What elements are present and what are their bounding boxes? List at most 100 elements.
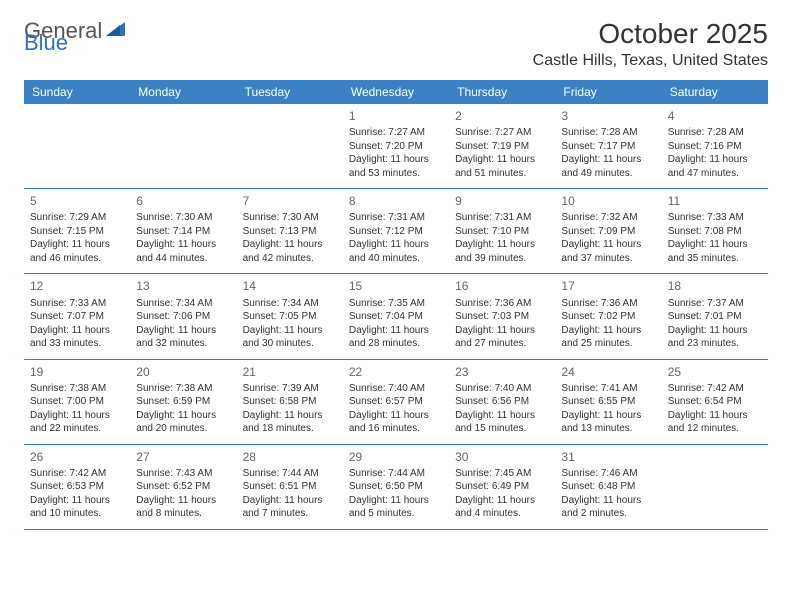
sunrise-text: Sunrise: 7:31 AM bbox=[455, 211, 549, 225]
sunrise-text: Sunrise: 7:27 AM bbox=[455, 126, 549, 140]
day-cell: 13Sunrise: 7:34 AMSunset: 7:06 PMDayligh… bbox=[130, 274, 236, 358]
day-cell: 1Sunrise: 7:27 AMSunset: 7:20 PMDaylight… bbox=[343, 104, 449, 188]
day-number: 28 bbox=[243, 449, 337, 465]
sunset-text: Sunset: 7:12 PM bbox=[349, 225, 443, 239]
day-number: 14 bbox=[243, 278, 337, 294]
daylight-text: Daylight: 11 hours and 39 minutes. bbox=[455, 238, 549, 265]
sunrise-text: Sunrise: 7:40 AM bbox=[349, 382, 443, 396]
daylight-text: Daylight: 11 hours and 33 minutes. bbox=[30, 324, 124, 351]
sunset-text: Sunset: 6:55 PM bbox=[561, 395, 655, 409]
day-number: 25 bbox=[668, 364, 762, 380]
day-number: 6 bbox=[136, 193, 230, 209]
sunset-text: Sunset: 7:02 PM bbox=[561, 310, 655, 324]
day-header-sunday: Sunday bbox=[24, 80, 130, 104]
day-number: 21 bbox=[243, 364, 337, 380]
day-cell: 27Sunrise: 7:43 AMSunset: 6:52 PMDayligh… bbox=[130, 445, 236, 529]
day-number: 2 bbox=[455, 108, 549, 124]
sunrise-text: Sunrise: 7:38 AM bbox=[30, 382, 124, 396]
day-cell: 24Sunrise: 7:41 AMSunset: 6:55 PMDayligh… bbox=[555, 360, 661, 444]
day-number: 10 bbox=[561, 193, 655, 209]
sunset-text: Sunset: 6:48 PM bbox=[561, 480, 655, 494]
day-cell: 31Sunrise: 7:46 AMSunset: 6:48 PMDayligh… bbox=[555, 445, 661, 529]
sunset-text: Sunset: 7:07 PM bbox=[30, 310, 124, 324]
day-header-thursday: Thursday bbox=[449, 80, 555, 104]
day-cell: 29Sunrise: 7:44 AMSunset: 6:50 PMDayligh… bbox=[343, 445, 449, 529]
day-cell: 26Sunrise: 7:42 AMSunset: 6:53 PMDayligh… bbox=[24, 445, 130, 529]
sunrise-text: Sunrise: 7:33 AM bbox=[30, 297, 124, 311]
sunset-text: Sunset: 6:53 PM bbox=[30, 480, 124, 494]
daylight-text: Daylight: 11 hours and 2 minutes. bbox=[561, 494, 655, 521]
day-cell bbox=[130, 104, 236, 188]
sunrise-text: Sunrise: 7:27 AM bbox=[349, 126, 443, 140]
day-number: 23 bbox=[455, 364, 549, 380]
sunrise-text: Sunrise: 7:44 AM bbox=[349, 467, 443, 481]
sunrise-text: Sunrise: 7:34 AM bbox=[243, 297, 337, 311]
day-number: 9 bbox=[455, 193, 549, 209]
day-cell: 14Sunrise: 7:34 AMSunset: 7:05 PMDayligh… bbox=[237, 274, 343, 358]
sunset-text: Sunset: 7:09 PM bbox=[561, 225, 655, 239]
day-number: 27 bbox=[136, 449, 230, 465]
daylight-text: Daylight: 11 hours and 47 minutes. bbox=[668, 153, 762, 180]
day-cell: 4Sunrise: 7:28 AMSunset: 7:16 PMDaylight… bbox=[662, 104, 768, 188]
day-cell bbox=[662, 445, 768, 529]
sunrise-text: Sunrise: 7:29 AM bbox=[30, 211, 124, 225]
sunrise-text: Sunrise: 7:30 AM bbox=[243, 211, 337, 225]
day-number: 1 bbox=[349, 108, 443, 124]
sunset-text: Sunset: 6:49 PM bbox=[455, 480, 549, 494]
sunrise-text: Sunrise: 7:42 AM bbox=[30, 467, 124, 481]
day-number: 26 bbox=[30, 449, 124, 465]
sunrise-text: Sunrise: 7:42 AM bbox=[668, 382, 762, 396]
sunrise-text: Sunrise: 7:43 AM bbox=[136, 467, 230, 481]
day-number: 18 bbox=[668, 278, 762, 294]
day-number: 20 bbox=[136, 364, 230, 380]
sunset-text: Sunset: 7:00 PM bbox=[30, 395, 124, 409]
day-header-saturday: Saturday bbox=[662, 80, 768, 104]
day-header-tuesday: Tuesday bbox=[237, 80, 343, 104]
sunset-text: Sunset: 6:54 PM bbox=[668, 395, 762, 409]
sunrise-text: Sunrise: 7:45 AM bbox=[455, 467, 549, 481]
month-title: October 2025 bbox=[533, 18, 768, 50]
day-number: 5 bbox=[30, 193, 124, 209]
day-cell: 23Sunrise: 7:40 AMSunset: 6:56 PMDayligh… bbox=[449, 360, 555, 444]
sunset-text: Sunset: 7:20 PM bbox=[349, 140, 443, 154]
day-number: 8 bbox=[349, 193, 443, 209]
sunrise-text: Sunrise: 7:41 AM bbox=[561, 382, 655, 396]
daylight-text: Daylight: 11 hours and 8 minutes. bbox=[136, 494, 230, 521]
daylight-text: Daylight: 11 hours and 49 minutes. bbox=[561, 153, 655, 180]
day-header-friday: Friday bbox=[555, 80, 661, 104]
week-row: 5Sunrise: 7:29 AMSunset: 7:15 PMDaylight… bbox=[24, 189, 768, 274]
sunrise-text: Sunrise: 7:36 AM bbox=[455, 297, 549, 311]
logo: General Blue bbox=[24, 18, 126, 44]
daylight-text: Daylight: 11 hours and 20 minutes. bbox=[136, 409, 230, 436]
day-cell bbox=[237, 104, 343, 188]
sunrise-text: Sunrise: 7:31 AM bbox=[349, 211, 443, 225]
header-right: October 2025 Castle Hills, Texas, United… bbox=[533, 18, 768, 70]
daylight-text: Daylight: 11 hours and 18 minutes. bbox=[243, 409, 337, 436]
sunset-text: Sunset: 7:17 PM bbox=[561, 140, 655, 154]
day-number: 16 bbox=[455, 278, 549, 294]
daylight-text: Daylight: 11 hours and 23 minutes. bbox=[668, 324, 762, 351]
daylight-text: Daylight: 11 hours and 37 minutes. bbox=[561, 238, 655, 265]
day-number: 11 bbox=[668, 193, 762, 209]
day-cell: 5Sunrise: 7:29 AMSunset: 7:15 PMDaylight… bbox=[24, 189, 130, 273]
sunrise-text: Sunrise: 7:34 AM bbox=[136, 297, 230, 311]
daylight-text: Daylight: 11 hours and 35 minutes. bbox=[668, 238, 762, 265]
sunset-text: Sunset: 6:51 PM bbox=[243, 480, 337, 494]
day-header-monday: Monday bbox=[130, 80, 236, 104]
sunset-text: Sunset: 6:59 PM bbox=[136, 395, 230, 409]
daylight-text: Daylight: 11 hours and 22 minutes. bbox=[30, 409, 124, 436]
daylight-text: Daylight: 11 hours and 13 minutes. bbox=[561, 409, 655, 436]
day-number: 7 bbox=[243, 193, 337, 209]
day-cell: 11Sunrise: 7:33 AMSunset: 7:08 PMDayligh… bbox=[662, 189, 768, 273]
day-cell: 3Sunrise: 7:28 AMSunset: 7:17 PMDaylight… bbox=[555, 104, 661, 188]
day-cell: 10Sunrise: 7:32 AMSunset: 7:09 PMDayligh… bbox=[555, 189, 661, 273]
calendar-grid: Sunday Monday Tuesday Wednesday Thursday… bbox=[24, 80, 768, 530]
day-cell: 28Sunrise: 7:44 AMSunset: 6:51 PMDayligh… bbox=[237, 445, 343, 529]
sunset-text: Sunset: 7:14 PM bbox=[136, 225, 230, 239]
day-cell: 30Sunrise: 7:45 AMSunset: 6:49 PMDayligh… bbox=[449, 445, 555, 529]
daylight-text: Daylight: 11 hours and 5 minutes. bbox=[349, 494, 443, 521]
daylight-text: Daylight: 11 hours and 12 minutes. bbox=[668, 409, 762, 436]
day-cell: 2Sunrise: 7:27 AMSunset: 7:19 PMDaylight… bbox=[449, 104, 555, 188]
day-number: 3 bbox=[561, 108, 655, 124]
week-row: 19Sunrise: 7:38 AMSunset: 7:00 PMDayligh… bbox=[24, 360, 768, 445]
